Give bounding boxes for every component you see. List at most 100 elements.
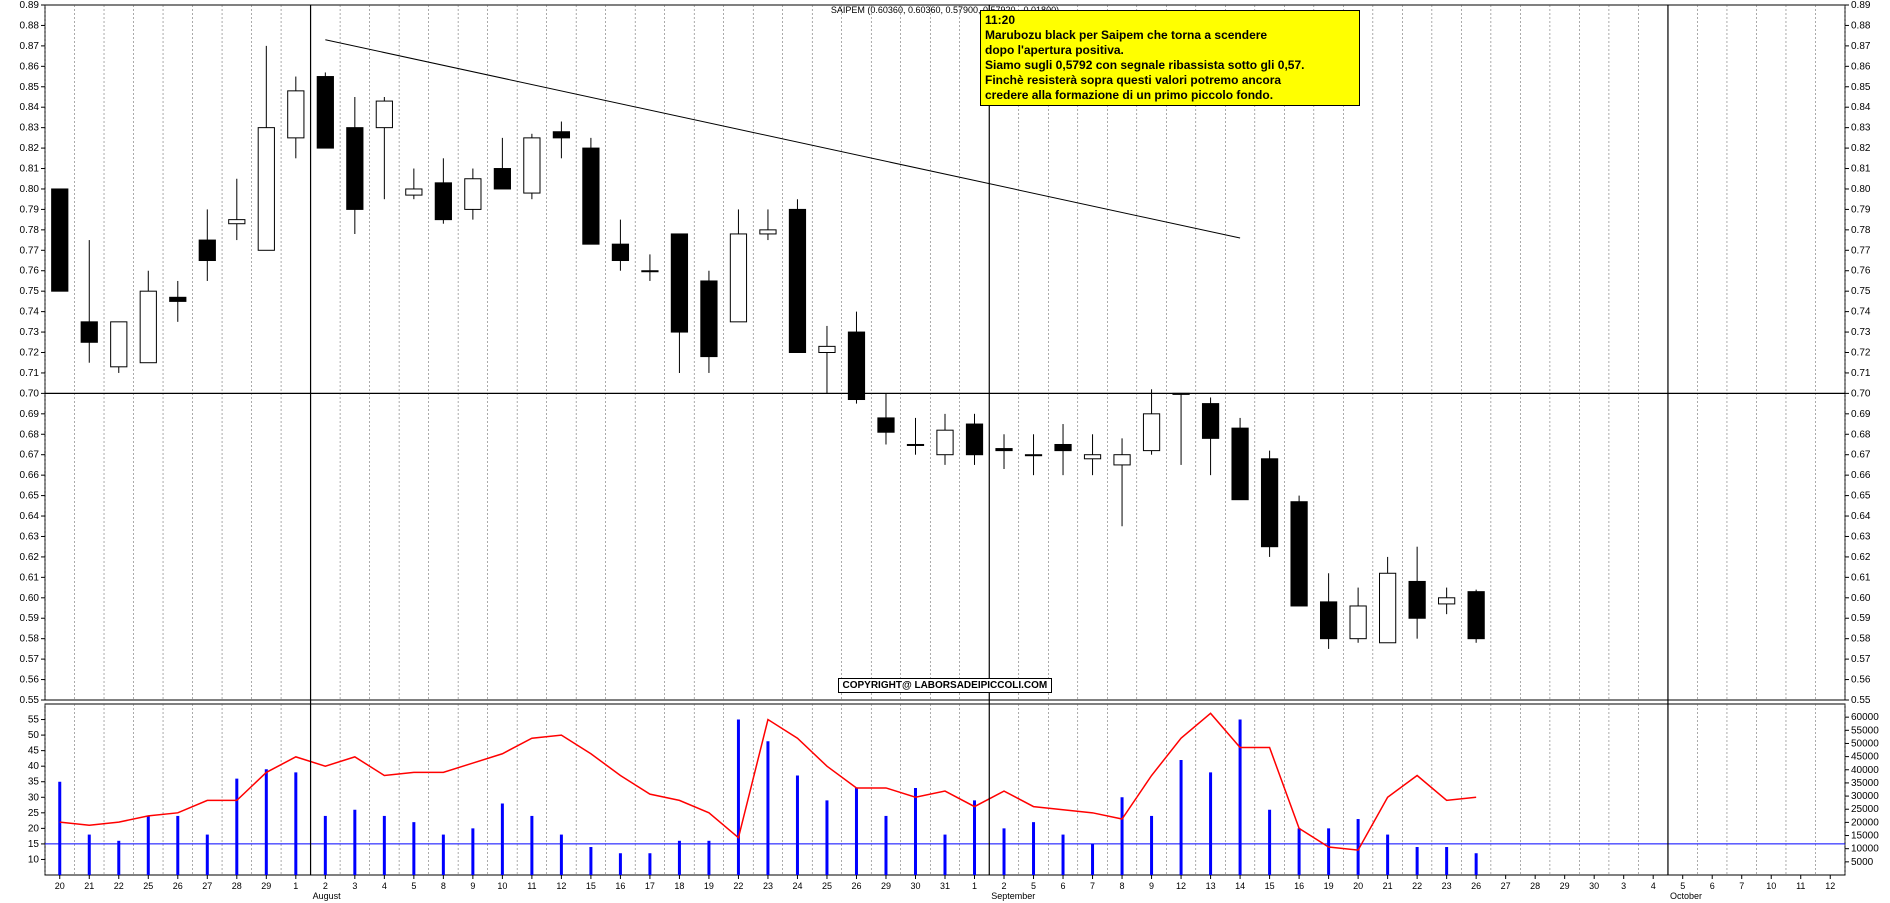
svg-text:0.79: 0.79 — [20, 204, 40, 215]
svg-text:60000: 60000 — [1851, 712, 1879, 723]
svg-text:30: 30 — [28, 792, 40, 803]
svg-text:0.73: 0.73 — [20, 327, 40, 338]
svg-text:0.63: 0.63 — [20, 531, 40, 542]
svg-text:0.79: 0.79 — [1851, 204, 1871, 215]
svg-text:45000: 45000 — [1851, 752, 1879, 763]
svg-text:11: 11 — [1796, 881, 1805, 891]
svg-text:0.62: 0.62 — [1851, 552, 1871, 563]
svg-text:26: 26 — [1471, 881, 1481, 891]
svg-text:0.67: 0.67 — [20, 450, 40, 461]
svg-text:0.74: 0.74 — [20, 307, 40, 318]
svg-text:3: 3 — [352, 881, 357, 891]
svg-text:0.76: 0.76 — [20, 266, 40, 277]
svg-text:18: 18 — [674, 881, 684, 891]
svg-text:25: 25 — [143, 881, 153, 891]
svg-text:28: 28 — [1530, 881, 1540, 891]
svg-text:0.80: 0.80 — [1851, 184, 1871, 195]
svg-text:0.64: 0.64 — [20, 511, 40, 522]
svg-text:7: 7 — [1739, 881, 1744, 891]
svg-text:August: August — [313, 891, 342, 901]
svg-text:15: 15 — [586, 881, 596, 891]
svg-text:31: 31 — [940, 881, 950, 891]
svg-text:23: 23 — [763, 881, 773, 891]
svg-text:0.81: 0.81 — [1851, 164, 1871, 175]
chart-container: 0.550.550.560.560.570.570.580.580.590.59… — [0, 0, 1890, 903]
svg-text:17: 17 — [645, 881, 655, 891]
svg-text:55: 55 — [28, 715, 40, 726]
svg-text:8: 8 — [441, 881, 446, 891]
svg-text:28: 28 — [232, 881, 242, 891]
svg-text:10: 10 — [1766, 881, 1776, 891]
svg-text:0.82: 0.82 — [1851, 143, 1871, 154]
svg-text:0.60: 0.60 — [20, 593, 40, 604]
svg-text:50000: 50000 — [1851, 738, 1879, 749]
svg-text:25: 25 — [822, 881, 832, 891]
svg-text:35000: 35000 — [1851, 778, 1879, 789]
svg-text:20: 20 — [55, 881, 65, 891]
annotation-box: 11:20Marubozu black per Saipem che torna… — [980, 10, 1360, 106]
svg-text:0.67: 0.67 — [1851, 450, 1871, 461]
svg-text:0.68: 0.68 — [20, 429, 40, 440]
svg-text:0.72: 0.72 — [1851, 348, 1871, 359]
svg-text:0.85: 0.85 — [1851, 82, 1871, 93]
svg-text:0.77: 0.77 — [20, 245, 40, 256]
svg-text:9: 9 — [470, 881, 475, 891]
svg-text:40: 40 — [28, 761, 40, 772]
svg-text:0.83: 0.83 — [20, 123, 40, 134]
svg-text:1: 1 — [293, 881, 298, 891]
svg-text:0.60: 0.60 — [1851, 593, 1871, 604]
svg-text:30: 30 — [1589, 881, 1599, 891]
svg-text:35: 35 — [28, 777, 40, 788]
svg-text:4: 4 — [1651, 881, 1656, 891]
svg-text:12: 12 — [1176, 881, 1186, 891]
svg-text:0.59: 0.59 — [1851, 613, 1871, 624]
svg-text:0.75: 0.75 — [1851, 286, 1871, 297]
svg-text:50: 50 — [28, 730, 40, 741]
svg-text:20: 20 — [28, 823, 40, 834]
svg-text:2: 2 — [1002, 881, 1007, 891]
svg-text:27: 27 — [1501, 881, 1511, 891]
svg-text:0.88: 0.88 — [1851, 20, 1871, 31]
svg-text:0.83: 0.83 — [1851, 123, 1871, 134]
svg-text:0.55: 0.55 — [20, 695, 40, 706]
svg-text:October: October — [1670, 891, 1702, 901]
svg-text:55000: 55000 — [1851, 725, 1879, 736]
svg-text:2: 2 — [323, 881, 328, 891]
svg-text:0.86: 0.86 — [1851, 61, 1871, 72]
svg-text:30000: 30000 — [1851, 791, 1879, 802]
svg-text:0.87: 0.87 — [1851, 41, 1871, 52]
svg-text:27: 27 — [202, 881, 212, 891]
svg-text:0.64: 0.64 — [1851, 511, 1871, 522]
svg-text:0.62: 0.62 — [20, 552, 40, 563]
svg-text:3: 3 — [1621, 881, 1626, 891]
svg-text:0.85: 0.85 — [20, 82, 40, 93]
svg-text:0.88: 0.88 — [20, 20, 40, 31]
svg-text:0.84: 0.84 — [20, 102, 40, 113]
svg-text:0.59: 0.59 — [20, 613, 40, 624]
svg-text:0.74: 0.74 — [1851, 307, 1871, 318]
svg-text:22: 22 — [114, 881, 124, 891]
svg-text:0.89: 0.89 — [20, 0, 40, 11]
svg-text:0.55: 0.55 — [1851, 695, 1871, 706]
svg-text:21: 21 — [1383, 881, 1393, 891]
svg-text:29: 29 — [261, 881, 271, 891]
svg-text:6: 6 — [1061, 881, 1066, 891]
svg-text:0.87: 0.87 — [20, 41, 40, 52]
svg-text:29: 29 — [881, 881, 891, 891]
svg-text:0.68: 0.68 — [1851, 429, 1871, 440]
svg-text:12: 12 — [556, 881, 566, 891]
svg-text:29: 29 — [1560, 881, 1570, 891]
svg-text:0.66: 0.66 — [20, 470, 40, 481]
svg-text:0.82: 0.82 — [20, 143, 40, 154]
svg-text:5: 5 — [1680, 881, 1685, 891]
svg-text:19: 19 — [1324, 881, 1334, 891]
svg-text:0.69: 0.69 — [1851, 409, 1871, 420]
svg-text:0.71: 0.71 — [20, 368, 40, 379]
svg-text:0.80: 0.80 — [20, 184, 40, 195]
svg-text:0.78: 0.78 — [1851, 225, 1871, 236]
svg-text:September: September — [991, 891, 1035, 901]
svg-text:7: 7 — [1090, 881, 1095, 891]
svg-text:15: 15 — [28, 839, 40, 850]
svg-text:0.76: 0.76 — [1851, 266, 1871, 277]
svg-text:0.77: 0.77 — [1851, 245, 1871, 256]
